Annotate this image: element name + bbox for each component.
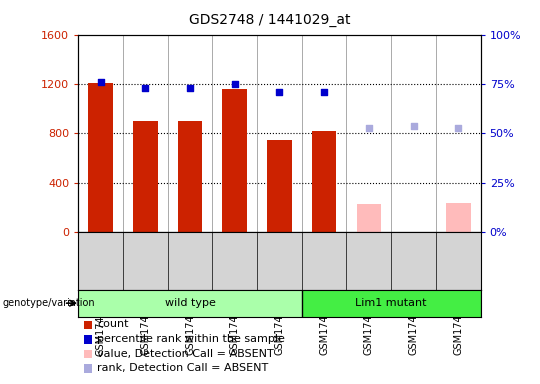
Bar bbox=[89, 83, 113, 232]
Bar bbox=[267, 140, 292, 232]
Text: percentile rank within the sample: percentile rank within the sample bbox=[97, 334, 285, 344]
Point bbox=[275, 89, 284, 95]
Text: rank, Detection Call = ABSENT: rank, Detection Call = ABSENT bbox=[97, 363, 268, 373]
Point bbox=[141, 85, 150, 91]
Text: genotype/variation: genotype/variation bbox=[3, 298, 96, 308]
Point bbox=[320, 89, 328, 95]
Bar bbox=[222, 89, 247, 232]
Bar bbox=[446, 203, 470, 232]
Text: Lim1 mutant: Lim1 mutant bbox=[355, 298, 427, 308]
Point bbox=[96, 79, 105, 85]
Bar bbox=[178, 121, 202, 232]
Text: wild type: wild type bbox=[165, 298, 215, 308]
Point bbox=[409, 122, 418, 129]
Point bbox=[364, 124, 373, 131]
Bar bbox=[133, 121, 158, 232]
Bar bbox=[312, 131, 336, 232]
Bar bbox=[356, 204, 381, 232]
Point bbox=[186, 85, 194, 91]
Text: value, Detection Call = ABSENT: value, Detection Call = ABSENT bbox=[97, 349, 274, 359]
Bar bbox=[78, 290, 302, 317]
Point bbox=[454, 124, 463, 131]
Bar bbox=[302, 290, 481, 317]
Text: count: count bbox=[97, 319, 129, 329]
Text: GDS2748 / 1441029_at: GDS2748 / 1441029_at bbox=[189, 13, 351, 27]
Point bbox=[231, 81, 239, 87]
